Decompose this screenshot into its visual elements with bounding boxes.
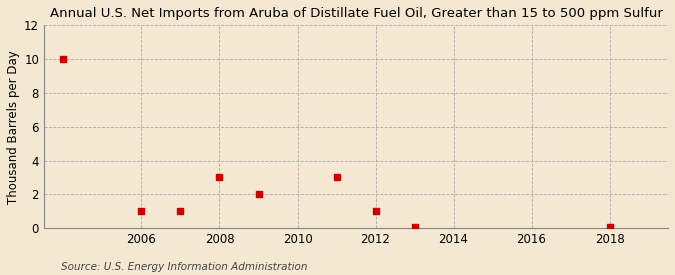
- Point: [175, 209, 186, 213]
- Point: [409, 225, 420, 229]
- Point: [58, 57, 69, 61]
- Y-axis label: Thousand Barrels per Day: Thousand Barrels per Day: [7, 50, 20, 204]
- Text: Source: U.S. Energy Information Administration: Source: U.S. Energy Information Administ…: [61, 262, 307, 272]
- Point: [253, 192, 264, 197]
- Title: Annual U.S. Net Imports from Aruba of Distillate Fuel Oil, Greater than 15 to 50: Annual U.S. Net Imports from Aruba of Di…: [49, 7, 662, 20]
- Point: [370, 209, 381, 213]
- Point: [604, 225, 615, 229]
- Point: [136, 209, 147, 213]
- Point: [214, 175, 225, 180]
- Point: [331, 175, 342, 180]
